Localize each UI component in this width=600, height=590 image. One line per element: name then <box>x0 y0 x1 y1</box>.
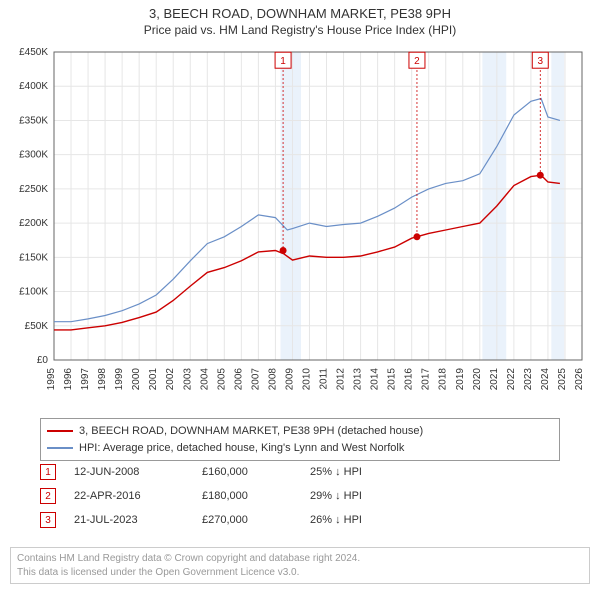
transaction-price: £180,000 <box>202 490 292 502</box>
svg-text:£400K: £400K <box>19 81 48 92</box>
svg-text:£150K: £150K <box>19 252 48 263</box>
svg-text:2002: 2002 <box>165 368 176 391</box>
footer-line-1: Contains HM Land Registry data © Crown c… <box>17 552 583 566</box>
svg-text:2007: 2007 <box>250 368 261 391</box>
transaction-price: £270,000 <box>202 514 292 526</box>
title-block: 3, BEECH ROAD, DOWNHAM MARKET, PE38 9PH … <box>0 0 600 37</box>
title-main: 3, BEECH ROAD, DOWNHAM MARKET, PE38 9PH <box>0 6 600 21</box>
transactions-table: 1 12-JUN-2008 £160,000 25% ↓ HPI 2 22-APR-201… <box>40 460 560 532</box>
marker-dot-2 <box>413 233 420 240</box>
svg-text:2016: 2016 <box>404 368 415 391</box>
svg-text:2004: 2004 <box>199 368 210 391</box>
transaction-delta: 26% ↓ HPI <box>310 514 420 526</box>
svg-text:£450K: £450K <box>19 48 48 58</box>
svg-text:1: 1 <box>280 56 286 67</box>
svg-text:2003: 2003 <box>182 368 193 391</box>
svg-text:2001: 2001 <box>148 368 159 391</box>
svg-text:2000: 2000 <box>131 368 142 391</box>
svg-text:2018: 2018 <box>438 368 449 391</box>
legend-label: HPI: Average price, detached house, King… <box>79 440 404 457</box>
svg-text:2019: 2019 <box>455 368 466 391</box>
marker-dot-1 <box>280 247 287 254</box>
legend: 3, BEECH ROAD, DOWNHAM MARKET, PE38 9PH … <box>40 418 560 461</box>
transaction-date: 21-JUL-2023 <box>74 514 184 526</box>
svg-text:2005: 2005 <box>216 368 227 391</box>
svg-text:2: 2 <box>414 56 420 67</box>
svg-text:3: 3 <box>537 56 543 67</box>
svg-text:1995: 1995 <box>46 368 57 391</box>
svg-text:1996: 1996 <box>63 368 74 391</box>
svg-text:2022: 2022 <box>506 368 517 391</box>
svg-text:2020: 2020 <box>472 368 483 391</box>
legend-swatch <box>47 447 73 449</box>
transaction-delta: 29% ↓ HPI <box>310 490 420 502</box>
svg-text:£50K: £50K <box>25 321 49 332</box>
svg-text:£300K: £300K <box>19 150 48 161</box>
transaction-row-3: 3 21-JUL-2023 £270,000 26% ↓ HPI <box>40 508 560 532</box>
svg-text:1998: 1998 <box>97 368 108 391</box>
svg-text:£350K: £350K <box>19 115 48 126</box>
transaction-price: £160,000 <box>202 466 292 478</box>
svg-text:1999: 1999 <box>114 368 125 391</box>
transaction-badge: 2 <box>40 488 56 504</box>
svg-text:2025: 2025 <box>557 368 568 391</box>
footer-line-2: This data is licensed under the Open Gov… <box>17 566 583 580</box>
legend-label: 3, BEECH ROAD, DOWNHAM MARKET, PE38 9PH … <box>79 423 423 440</box>
svg-text:2009: 2009 <box>284 368 295 391</box>
svg-text:2013: 2013 <box>353 368 364 391</box>
svg-text:2023: 2023 <box>523 368 534 391</box>
footer: Contains HM Land Registry data © Crown c… <box>10 547 590 584</box>
svg-text:2024: 2024 <box>540 368 551 391</box>
svg-text:2015: 2015 <box>387 368 398 391</box>
transaction-delta: 25% ↓ HPI <box>310 466 420 478</box>
title-sub: Price paid vs. HM Land Registry's House … <box>0 23 600 37</box>
svg-text:£250K: £250K <box>19 184 48 195</box>
transaction-badge: 1 <box>40 464 56 480</box>
svg-text:2017: 2017 <box>421 368 432 391</box>
svg-text:2010: 2010 <box>301 368 312 391</box>
transaction-date: 22-APR-2016 <box>74 490 184 502</box>
svg-text:£200K: £200K <box>19 218 48 229</box>
legend-swatch <box>47 430 73 432</box>
svg-text:1997: 1997 <box>80 368 91 391</box>
transaction-date: 12-JUN-2008 <box>74 466 184 478</box>
chart: £0 £50K £100K £150K £200K £250K £300K £350K £400… <box>10 48 588 408</box>
svg-text:2006: 2006 <box>233 368 244 391</box>
transaction-row-2: 2 22-APR-2016 £180,000 29% ↓ HPI <box>40 484 560 508</box>
legend-row-1: HPI: Average price, detached house, King… <box>47 440 553 457</box>
svg-text:2008: 2008 <box>267 368 278 391</box>
svg-text:£0: £0 <box>37 355 49 366</box>
svg-text:2026: 2026 <box>574 368 585 391</box>
transaction-badge: 3 <box>40 512 56 528</box>
legend-row-0: 3, BEECH ROAD, DOWNHAM MARKET, PE38 9PH … <box>47 423 553 440</box>
svg-text:£100K: £100K <box>19 287 48 298</box>
svg-text:2021: 2021 <box>489 368 500 391</box>
svg-text:2012: 2012 <box>336 368 347 391</box>
marker-dot-3 <box>537 172 544 179</box>
svg-text:2011: 2011 <box>319 368 330 390</box>
transaction-row-1: 1 12-JUN-2008 £160,000 25% ↓ HPI <box>40 460 560 484</box>
svg-text:2014: 2014 <box>370 368 381 391</box>
